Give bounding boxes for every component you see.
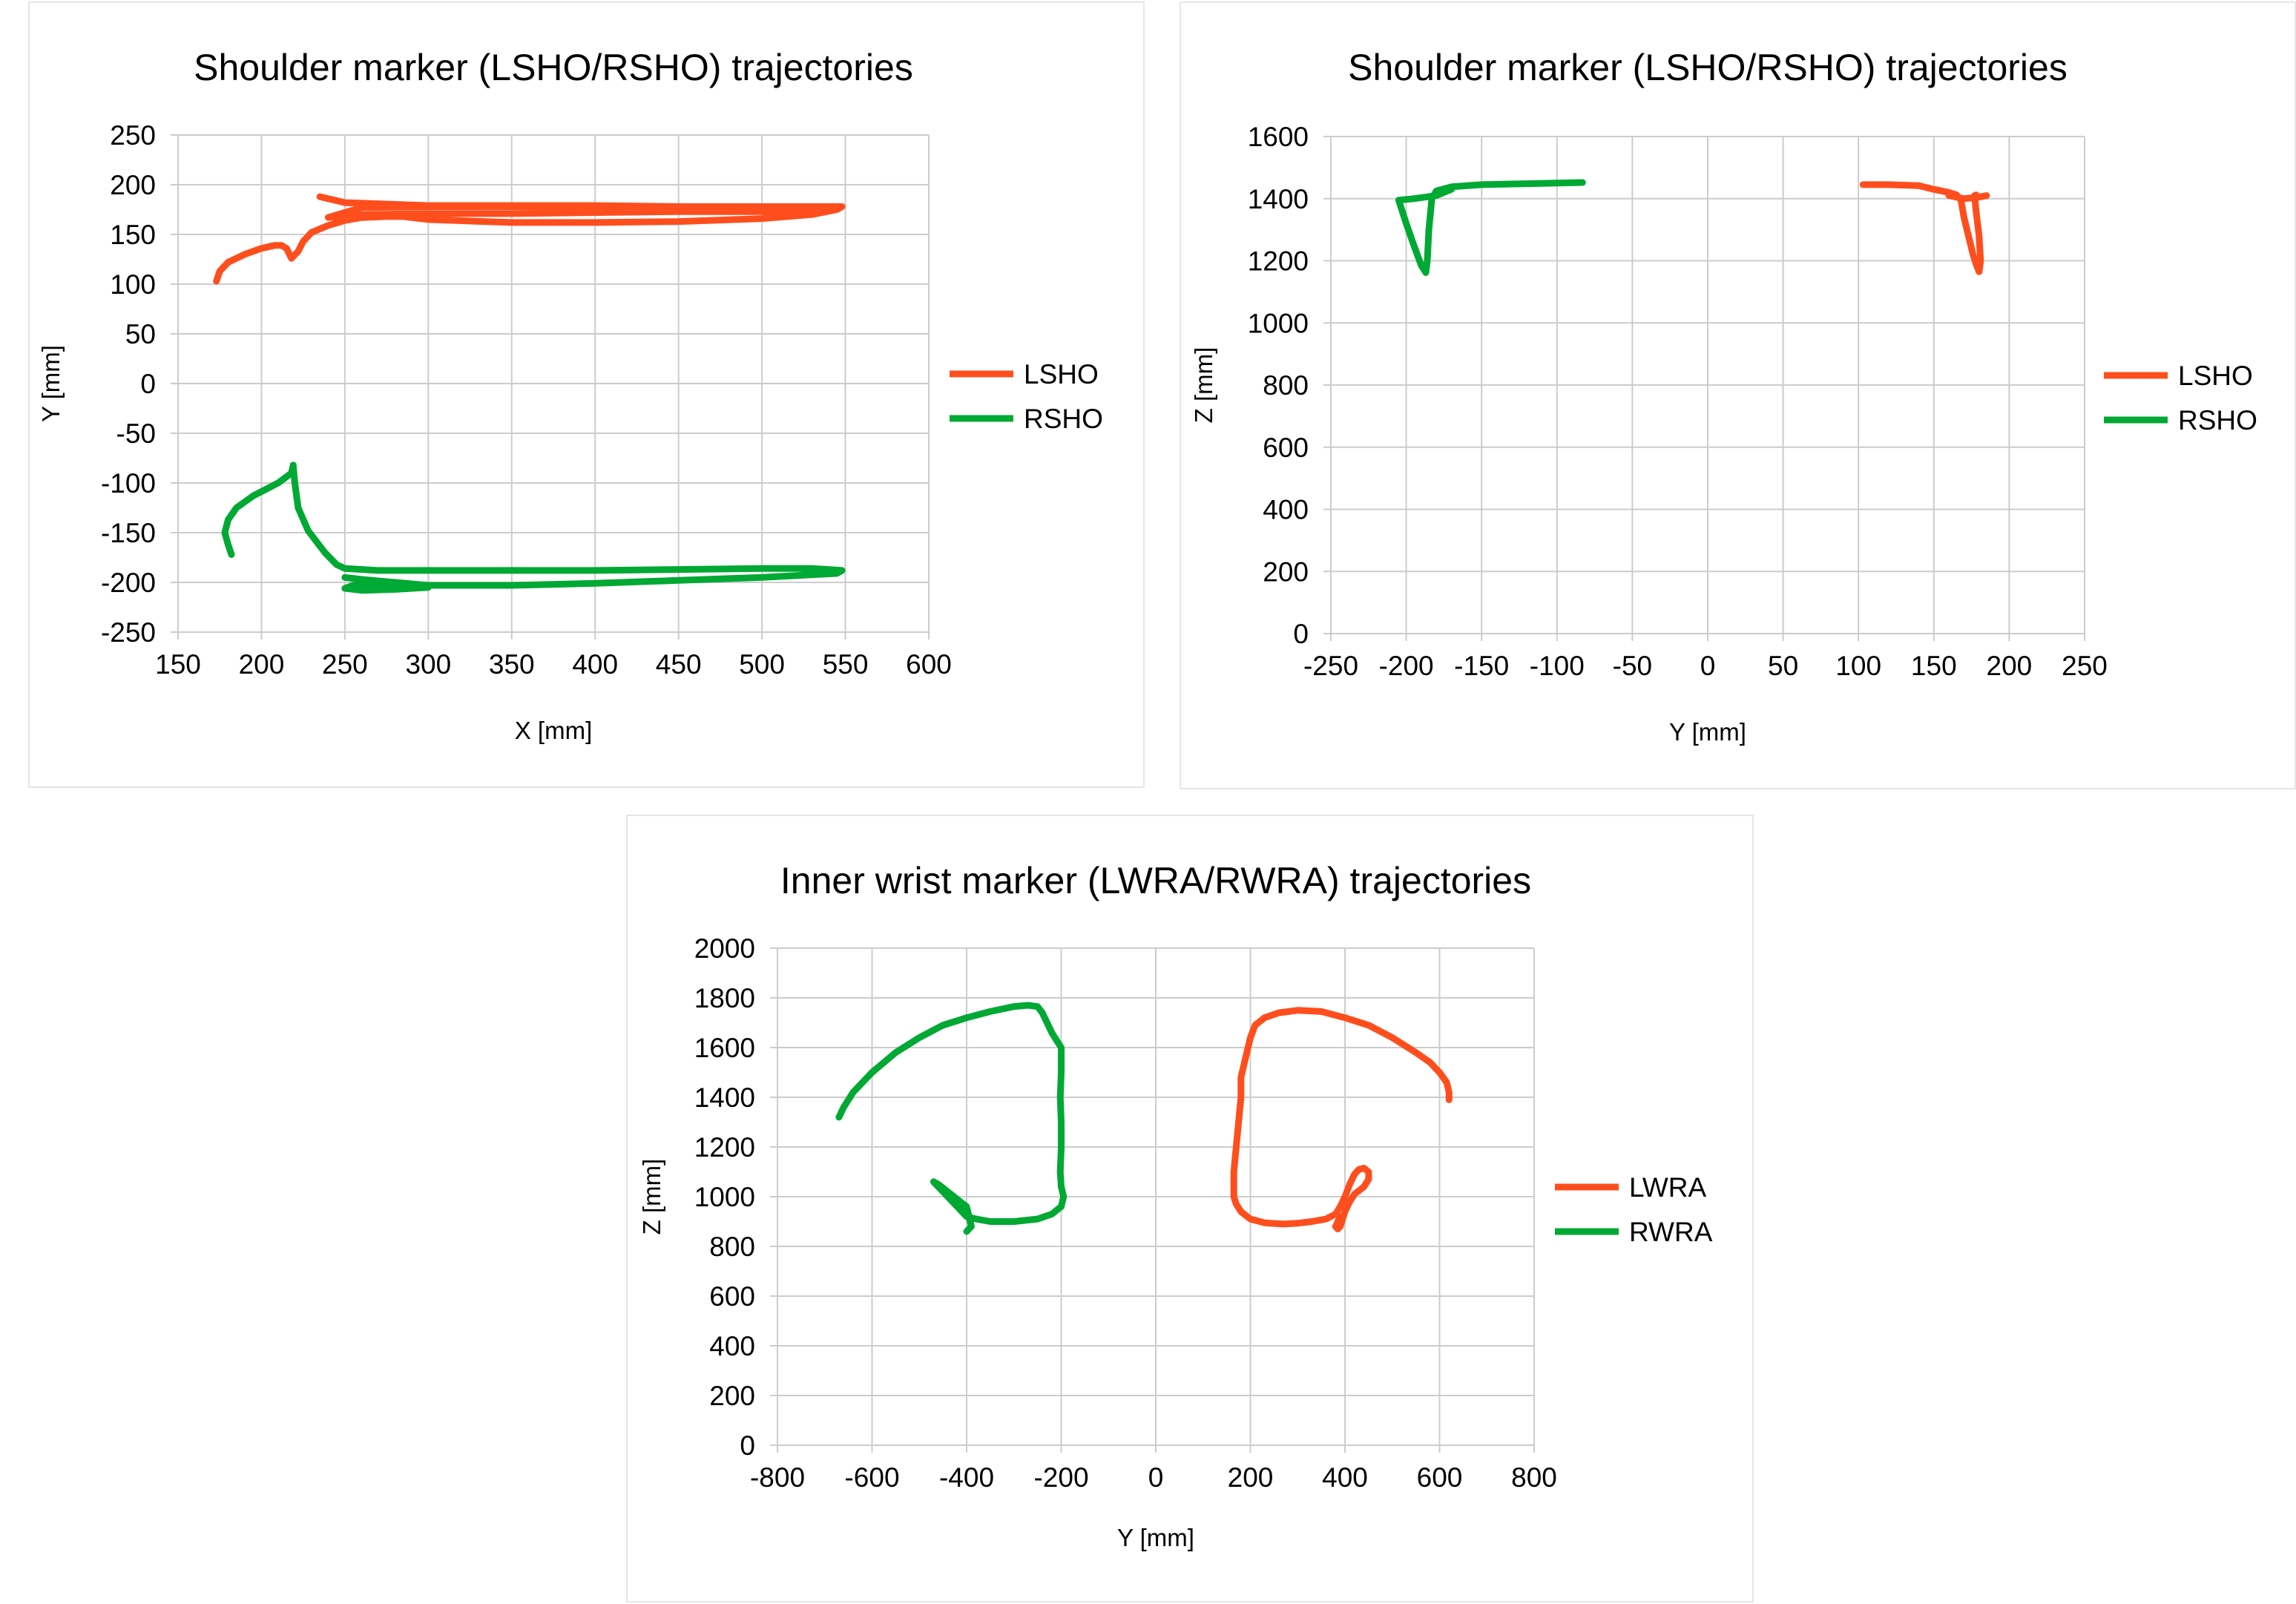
y-tick-label: 200 (709, 1381, 755, 1411)
y-tick-label: 1200 (1248, 246, 1309, 277)
x-tick-label: 200 (1228, 1462, 1274, 1493)
x-tick-label: -800 (750, 1462, 805, 1493)
y-tick-label: -50 (116, 418, 156, 449)
y-tick-label: 0 (1293, 619, 1309, 649)
series-line-lwra (1230, 1007, 1453, 1232)
x-tick-label: 250 (322, 649, 368, 680)
y-tick-label: 1000 (1248, 308, 1309, 338)
x-tick-label: 450 (656, 649, 702, 680)
chart-svg: Shoulder marker (LSHO/RSHO) trajectories… (1190, 47, 2257, 746)
y-tick-label: 0 (740, 1430, 755, 1461)
y-tick-label: 1800 (694, 983, 755, 1013)
series-line-lsho (213, 193, 846, 285)
x-tick-label: 400 (572, 649, 618, 680)
y-tick-label: 200 (1263, 556, 1309, 587)
y-axis-label: Y [mm] (37, 345, 65, 422)
y-axis-label: Z [mm] (638, 1159, 665, 1235)
x-axis-label: X [mm] (515, 717, 593, 744)
y-tick-label: 1600 (694, 1033, 755, 1063)
x-tick-label: -400 (939, 1462, 994, 1493)
y-tick-label: 1000 (694, 1182, 755, 1212)
x-tick-label: -600 (844, 1462, 899, 1493)
y-tick-label: 600 (709, 1281, 755, 1312)
x-tick-label: -250 (1303, 651, 1358, 681)
x-tick-label: 50 (1768, 651, 1798, 681)
chart-svg: Inner wrist marker (LWRA/RWRA) trajector… (638, 860, 1713, 1551)
series-line-rwra (835, 1002, 1068, 1235)
series-line-lsho (1859, 181, 1990, 275)
y-tick-label: 1400 (694, 1082, 755, 1113)
x-tick-label: -150 (1454, 651, 1509, 681)
x-tick-label: -200 (1379, 651, 1434, 681)
x-tick-label: 200 (1987, 651, 2033, 681)
x-tick-label: -100 (1530, 651, 1585, 681)
y-tick-label: 1400 (1248, 184, 1309, 214)
x-tick-label: 150 (1911, 651, 1957, 681)
x-tick-label: 100 (1835, 651, 1881, 681)
y-tick-label: 2000 (694, 933, 755, 964)
x-tick-label: 0 (1148, 1462, 1164, 1493)
y-tick-label: 0 (140, 369, 156, 399)
x-axis-label: Y [mm] (1117, 1524, 1194, 1551)
y-tick-label: -200 (101, 568, 156, 598)
chart-panel-shoulder-xy: Shoulder marker (LSHO/RSHO) trajectories… (28, 1, 1145, 788)
y-tick-label: 1200 (694, 1132, 755, 1163)
legend-label: LWRA (1629, 1172, 1706, 1203)
x-tick-label: 550 (823, 649, 869, 680)
x-tick-label: 400 (1322, 1462, 1368, 1493)
y-tick-label: 800 (1263, 370, 1309, 401)
y-axis-label: Z [mm] (1190, 347, 1217, 424)
legend-label: RSHO (1024, 404, 1103, 434)
chart-panel-shoulder-yz: Shoulder marker (LSHO/RSHO) trajectories… (1180, 1, 2296, 789)
y-tick-label: -250 (101, 617, 156, 648)
y-tick-label: 1600 (1248, 122, 1309, 152)
legend-label: LSHO (2178, 361, 2253, 391)
legend-label: RSHO (2178, 405, 2257, 435)
x-axis-label: Y [mm] (1669, 718, 1746, 746)
series-line-rsho (1395, 179, 1586, 276)
chart-title: Shoulder marker (LSHO/RSHO) trajectories (194, 47, 913, 88)
legend-label: RWRA (1629, 1217, 1713, 1247)
x-tick-label: 350 (489, 649, 535, 680)
y-tick-label: -100 (101, 468, 156, 499)
x-tick-label: 300 (405, 649, 451, 680)
x-tick-label: 500 (739, 649, 785, 680)
y-tick-label: 100 (110, 269, 156, 300)
x-tick-label: 200 (239, 649, 285, 680)
series-line-rsho (221, 461, 846, 594)
y-tick-label: -150 (101, 518, 156, 548)
x-tick-label: 600 (1417, 1462, 1463, 1493)
x-tick-label: -200 (1033, 1462, 1088, 1493)
y-tick-label: 400 (709, 1331, 755, 1361)
legend-label: LSHO (1024, 359, 1099, 390)
y-tick-label: 50 (125, 319, 156, 349)
y-tick-label: 800 (709, 1232, 755, 1262)
chart-panel-wrist-yz: Inner wrist marker (LWRA/RWRA) trajector… (626, 815, 1754, 1603)
y-tick-label: 600 (1263, 433, 1309, 463)
y-tick-label: 250 (110, 120, 156, 151)
chart-title: Shoulder marker (LSHO/RSHO) trajectories (1348, 47, 2068, 88)
x-tick-label: 150 (155, 649, 201, 680)
x-tick-label: 0 (1700, 651, 1716, 681)
x-tick-label: 250 (2062, 651, 2108, 681)
y-tick-label: 200 (110, 170, 156, 200)
chart-title: Inner wrist marker (LWRA/RWRA) trajector… (780, 860, 1531, 901)
x-tick-label: 800 (1511, 1462, 1557, 1493)
y-tick-label: 150 (110, 220, 156, 250)
x-tick-label: 600 (906, 649, 952, 680)
y-tick-label: 400 (1263, 495, 1309, 525)
chart-svg: Shoulder marker (LSHO/RSHO) trajectories… (37, 47, 1103, 744)
x-tick-label: -50 (1613, 651, 1652, 681)
